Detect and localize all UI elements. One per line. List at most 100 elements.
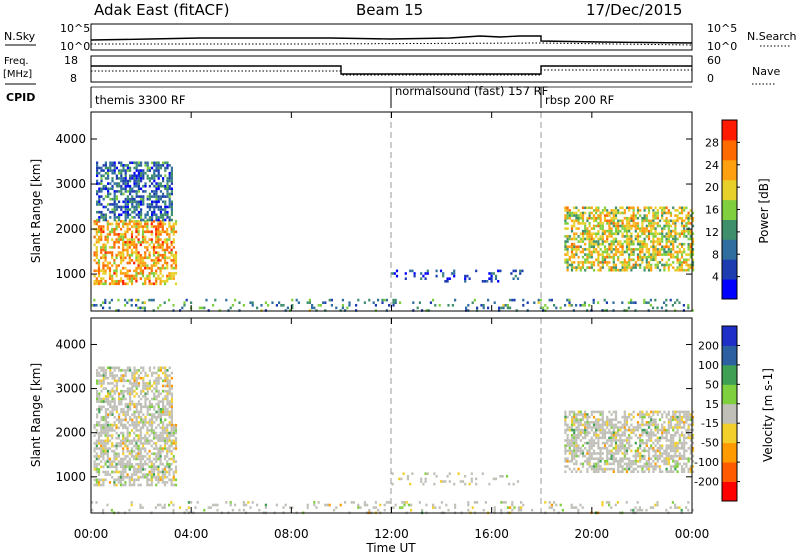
- data-cell: [453, 269, 456, 273]
- data-cell: [595, 452, 598, 455]
- colorbar-swatch: [722, 481, 737, 502]
- data-cell: [627, 306, 630, 310]
- data-cell: [109, 382, 112, 385]
- data-cell: [115, 266, 118, 270]
- data-cell: [584, 421, 587, 424]
- data-cell: [575, 441, 578, 445]
- data-cell: [130, 240, 134, 244]
- data-cell: [457, 472, 460, 475]
- data-cell: [685, 462, 688, 466]
- data-cell: [645, 245, 648, 249]
- data-cell: [151, 200, 154, 204]
- data-cell: [102, 230, 105, 234]
- data-cell: [566, 258, 569, 262]
- data-cell: [122, 182, 125, 185]
- data-cell: [601, 266, 604, 269]
- data-cell: [619, 457, 622, 460]
- data-cell: [590, 255, 593, 259]
- data-cell: [155, 213, 158, 217]
- data-cell: [672, 444, 675, 447]
- data-cell: [242, 508, 245, 512]
- data-cell: [617, 258, 620, 262]
- data-cell: [592, 216, 596, 220]
- data-cell: [597, 410, 600, 414]
- data-cell: [391, 472, 394, 475]
- data-cell: [155, 395, 158, 398]
- data-cell: [564, 242, 567, 246]
- data-cell: [645, 261, 648, 264]
- data-cell: [153, 392, 156, 396]
- data-cell: [141, 282, 145, 286]
- data-cell: [161, 439, 164, 443]
- data-cell: [100, 400, 103, 403]
- data-cell: [148, 205, 151, 209]
- data-cell: [108, 429, 112, 432]
- data-cell: [652, 242, 655, 246]
- data-cell: [680, 447, 684, 450]
- data-cell: [625, 457, 629, 460]
- data-cell: [96, 174, 99, 178]
- data-cell: [146, 382, 149, 385]
- data-cell: [102, 387, 105, 390]
- data-cell: [113, 210, 116, 214]
- data-cell: [683, 457, 686, 460]
- data-cell: [159, 230, 162, 234]
- data-cell: [141, 426, 145, 430]
- data-cell: [645, 428, 648, 432]
- data-cell: [118, 379, 121, 383]
- data-cell: [214, 503, 217, 507]
- data-cell: [133, 423, 136, 427]
- data-cell: [140, 410, 143, 414]
- data-cell: [115, 222, 118, 226]
- data-cell: [124, 371, 127, 375]
- data-cell: [93, 243, 96, 247]
- data-cell: [502, 306, 505, 310]
- data-cell: [146, 240, 149, 244]
- data-cell: [163, 473, 167, 476]
- data-cell: [170, 371, 173, 375]
- data-cell: [564, 227, 567, 230]
- data-cell: [619, 428, 622, 432]
- data-cell: [570, 423, 574, 427]
- data-cell: [636, 423, 640, 427]
- data-cell: [599, 449, 602, 453]
- data-cell: [141, 442, 145, 445]
- data-cell: [137, 395, 140, 398]
- data-cell: [135, 230, 138, 234]
- data-cell: [172, 429, 175, 432]
- data-cell: [153, 382, 156, 385]
- data-cell: [150, 481, 153, 484]
- data-cell: [113, 190, 116, 193]
- data-cell: [568, 211, 571, 215]
- data-cell: [128, 462, 131, 466]
- data-cell: [674, 426, 677, 429]
- data-cell: [137, 475, 140, 479]
- data-cell: [597, 439, 600, 442]
- data-cell: [634, 229, 637, 233]
- data-cell: [652, 434, 655, 437]
- data-cell: [96, 203, 99, 206]
- data-cell: [595, 434, 598, 437]
- data-cell: [501, 475, 504, 478]
- data-cell: [632, 462, 635, 466]
- data-cell: [146, 210, 149, 214]
- data-cell: [663, 263, 666, 267]
- data-cell: [599, 214, 602, 217]
- data-cell: [660, 306, 663, 310]
- data-cell: [623, 454, 626, 458]
- data-cell: [137, 465, 140, 469]
- data-cell: [577, 428, 580, 432]
- data-cell: [174, 468, 178, 471]
- data-cell: [597, 232, 600, 236]
- data-cell: [113, 405, 116, 409]
- data-cell: [117, 436, 120, 440]
- data-cell: [632, 214, 635, 217]
- data-cell: [126, 405, 129, 409]
- data-cell: [453, 272, 456, 275]
- data-cell: [133, 457, 136, 461]
- data-cell: [106, 447, 109, 450]
- data-cell: [645, 444, 648, 447]
- data-cell: [166, 439, 169, 443]
- cpid-label: CPID: [6, 91, 35, 104]
- data-cell: [650, 266, 653, 269]
